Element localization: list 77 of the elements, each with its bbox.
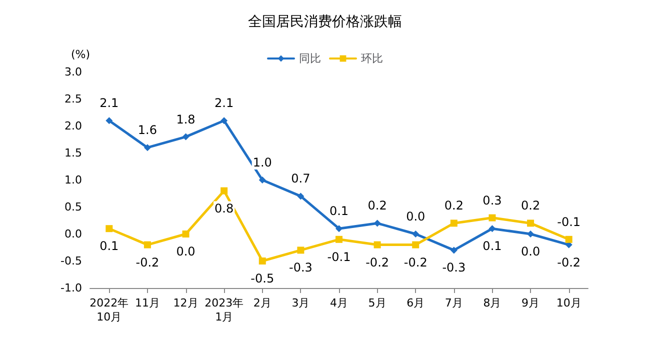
- point: [488, 214, 496, 222]
- point: [220, 117, 228, 124]
- data-label: 1.8: [176, 112, 196, 126]
- data-label: -0.2: [557, 255, 581, 270]
- point: [374, 241, 381, 248]
- x-tick-label: 9月: [522, 296, 540, 310]
- data-label: 0.0: [520, 244, 540, 258]
- data-label: 0.0: [176, 244, 196, 258]
- x-tick-label: 3月: [292, 296, 310, 310]
- point: [450, 246, 458, 254]
- data-label: -0.3: [288, 260, 312, 275]
- data-label: -0.2: [366, 255, 390, 270]
- point: [374, 220, 381, 227]
- point: [336, 236, 342, 243]
- data-label: 0.1: [100, 239, 119, 254]
- y-tick-label: 1.0: [64, 174, 82, 186]
- y-tick-label: -1.0: [60, 282, 82, 294]
- chart-title: 全国居民消费价格涨跌幅: [248, 14, 402, 30]
- data-label: 0.2: [368, 198, 387, 213]
- point: [336, 225, 342, 232]
- x-tick-label: 5月: [368, 296, 386, 310]
- data-label: 0.3: [482, 193, 502, 208]
- x-tick-label: 2月: [253, 296, 272, 310]
- point: [450, 220, 458, 227]
- point: [258, 176, 266, 184]
- data-label: 2.1: [100, 96, 119, 110]
- x-tick-label: 12月: [173, 296, 198, 310]
- x-tick-label: 2022年 10月: [90, 296, 129, 324]
- point: [144, 144, 151, 152]
- point: [488, 225, 496, 232]
- point: [220, 187, 228, 194]
- y-tick-label: 2.0: [64, 120, 82, 132]
- y-tick-label: 0.0: [64, 228, 82, 240]
- x-tick-label: 8月: [483, 296, 502, 310]
- point: [527, 230, 534, 238]
- x-tick-label: 2023年 1月: [204, 296, 244, 324]
- x-tick-label: 11月: [134, 296, 160, 310]
- y-axis-title: (%): [70, 48, 90, 61]
- data-label: -0.1: [327, 250, 351, 264]
- y-tick-label: 0.5: [64, 200, 82, 214]
- data-label: 2.1: [214, 96, 234, 110]
- y-tick-label: -0.5: [60, 254, 82, 268]
- point: [182, 133, 190, 140]
- y-tick-label: 2.5: [64, 92, 82, 106]
- data-label: 0.1: [482, 239, 502, 254]
- x-tick-label: 6月: [406, 296, 425, 310]
- point: [565, 236, 572, 243]
- point: [182, 230, 190, 238]
- point: [258, 258, 266, 264]
- point: [106, 117, 113, 124]
- data-label: -0.1: [557, 214, 581, 229]
- data-label: 0.7: [291, 172, 310, 186]
- data-label: 0.2: [444, 198, 464, 213]
- data-label: 0.0: [406, 210, 426, 224]
- point: [106, 225, 113, 232]
- point: [144, 241, 151, 248]
- point: [412, 230, 420, 238]
- x-tick-label: 7月: [444, 296, 463, 310]
- data-label: -0.3: [442, 260, 466, 275]
- point: [297, 192, 304, 200]
- legend-label: 环比: [361, 52, 383, 65]
- x-tick-label: 4月: [330, 296, 348, 310]
- legend-label: 同比: [299, 52, 321, 65]
- point: [297, 246, 304, 254]
- data-label: -0.2: [404, 255, 428, 270]
- x-tick-label: 10月: [556, 296, 582, 310]
- data-label: 0.8: [214, 201, 234, 216]
- data-label: -0.5: [250, 272, 274, 286]
- data-label: 1.0: [252, 156, 272, 170]
- y-tick-label: 1.5: [64, 146, 82, 160]
- data-label: 1.6: [138, 123, 158, 138]
- data-label: 0.1: [329, 204, 349, 218]
- data-label: -0.2: [136, 255, 160, 270]
- data-label: 0.2: [520, 198, 540, 213]
- point: [527, 220, 534, 227]
- y-tick-label: 3.0: [64, 66, 82, 78]
- point: [412, 241, 420, 248]
